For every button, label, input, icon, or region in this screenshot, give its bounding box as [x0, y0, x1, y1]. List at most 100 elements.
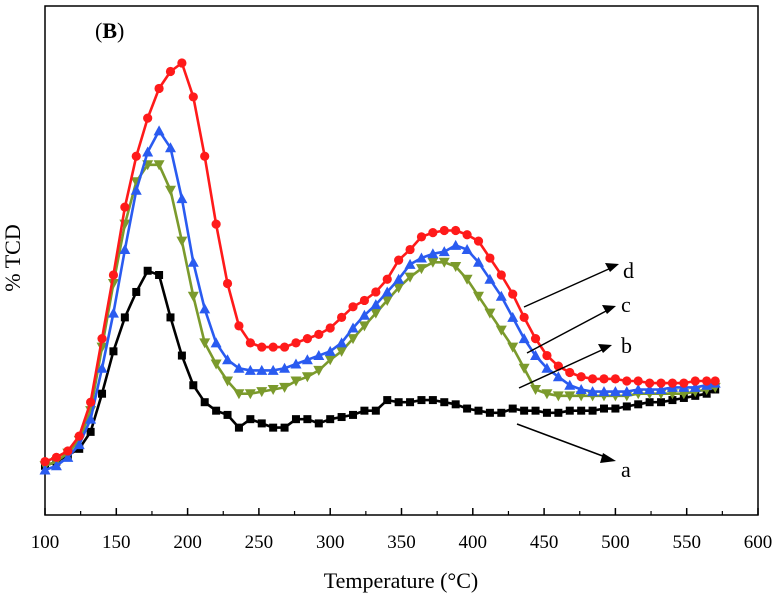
- data-point-d: [268, 342, 278, 352]
- data-point-b: [404, 272, 416, 283]
- data-point-d: [428, 228, 438, 238]
- data-point-d: [245, 338, 255, 348]
- arrow-d: [523, 267, 612, 308]
- data-point-c: [530, 350, 542, 361]
- data-point-d: [405, 244, 415, 255]
- panel-label: (B): [95, 18, 124, 43]
- data-point-a: [200, 398, 209, 407]
- data-point-c: [473, 256, 485, 267]
- data-point-a: [120, 313, 129, 322]
- y-axis-title: % TCD: [0, 224, 25, 291]
- data-point-d: [645, 378, 655, 388]
- arrowhead-a: [600, 453, 616, 463]
- data-point-d: [325, 323, 335, 333]
- data-point-d: [679, 378, 689, 388]
- series-line-c: [44, 129, 716, 472]
- data-point-b: [164, 185, 176, 196]
- data-point-d: [576, 372, 586, 382]
- data-point-b: [233, 389, 245, 400]
- data-point-c: [450, 239, 462, 250]
- data-point-b: [210, 359, 222, 370]
- data-point-b: [222, 376, 234, 387]
- annotation-c: c: [526, 292, 631, 354]
- data-point-a: [668, 396, 677, 405]
- data-point-a: [406, 398, 415, 407]
- x-tick-label: 450: [530, 532, 559, 553]
- data-point-d: [496, 270, 506, 280]
- curve-label-d: d: [623, 258, 634, 283]
- data-point-a: [383, 396, 392, 405]
- data-point-b: [370, 308, 382, 319]
- data-point-c: [575, 383, 587, 394]
- x-tick-label: 550: [672, 532, 701, 553]
- series-d: [40, 58, 720, 467]
- data-point-c: [495, 290, 507, 301]
- data-point-b: [267, 384, 279, 395]
- data-point-b: [438, 257, 450, 268]
- data-point-c: [142, 146, 154, 157]
- data-point-a: [291, 415, 300, 424]
- series-b: [39, 160, 721, 472]
- data-point-d: [97, 334, 107, 344]
- curve-annotations: d c b a: [516, 258, 634, 482]
- data-point-d: [382, 274, 392, 284]
- data-point-d: [348, 302, 358, 312]
- data-point-d: [86, 397, 96, 407]
- data-point-c: [415, 252, 427, 263]
- data-point-c: [233, 362, 245, 373]
- data-point-a: [349, 410, 358, 419]
- data-point-a: [269, 423, 278, 432]
- x-tick-label: 150: [102, 532, 131, 553]
- data-point-d: [154, 83, 164, 94]
- x-axis-ticks: [44, 508, 759, 515]
- arrowhead-b: [598, 344, 612, 353]
- data-point-a: [314, 419, 323, 428]
- data-point-d: [610, 374, 621, 384]
- data-point-c: [541, 362, 553, 373]
- data-point-d: [337, 312, 347, 322]
- data-point-a: [394, 398, 403, 407]
- data-point-d: [51, 452, 62, 462]
- data-point-d: [291, 338, 301, 348]
- data-point-c: [119, 244, 131, 255]
- data-point-c: [210, 337, 222, 348]
- data-point-d: [165, 66, 176, 77]
- data-point-a: [657, 398, 666, 407]
- data-point-d: [633, 376, 643, 386]
- arrowhead-d: [605, 263, 619, 272]
- data-point-d: [120, 202, 130, 212]
- data-point-b: [176, 236, 188, 247]
- data-point-c: [587, 386, 599, 397]
- data-point-a: [622, 402, 631, 411]
- data-point-a: [417, 396, 426, 405]
- data-point-c: [336, 337, 348, 348]
- series-line-b: [44, 163, 716, 468]
- data-point-c: [244, 364, 256, 375]
- data-point-c: [393, 273, 405, 284]
- data-point-a: [326, 415, 335, 424]
- data-point-d: [439, 225, 449, 236]
- data-point-c: [62, 451, 74, 462]
- series-line-d: [44, 61, 716, 463]
- data-point-c: [324, 345, 336, 356]
- annotation-b: b: [518, 333, 632, 389]
- data-point-a: [246, 415, 255, 424]
- data-point-b: [450, 262, 462, 273]
- data-point-c: [164, 142, 176, 153]
- data-point-a: [371, 406, 380, 415]
- data-point-d: [394, 255, 404, 265]
- data-point-a: [428, 396, 437, 405]
- data-point-b: [530, 384, 542, 395]
- data-point-a: [234, 423, 243, 432]
- data-point-c: [461, 244, 473, 255]
- arrow-a: [516, 423, 609, 459]
- data-point-c: [564, 379, 576, 390]
- data-point-d: [485, 253, 495, 263]
- data-point-c: [279, 362, 291, 373]
- curve-label-a: a: [621, 457, 631, 482]
- data-point-a: [645, 398, 654, 407]
- data-point-d: [565, 367, 575, 378]
- data-point-a: [223, 410, 232, 419]
- data-point-d: [74, 431, 84, 441]
